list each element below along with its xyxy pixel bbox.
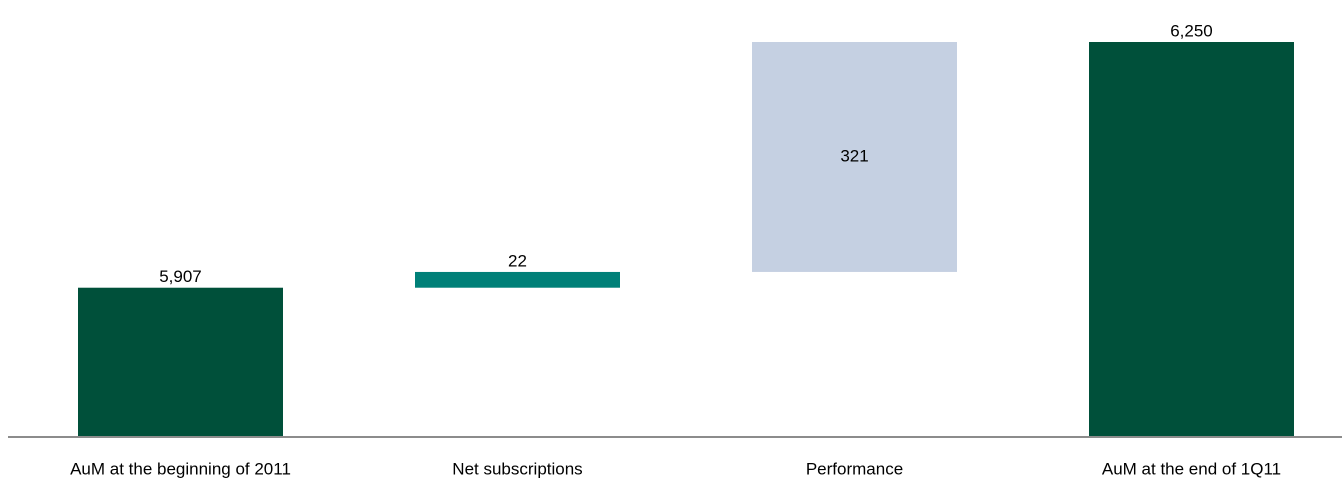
value-label: 5,907 bbox=[159, 267, 202, 286]
x-tick-label: AuM at the beginning of 2011 bbox=[70, 459, 291, 478]
value-label: 321 bbox=[840, 146, 868, 165]
x-tick-label: AuM at the end of 1Q11 bbox=[1102, 459, 1281, 478]
bar bbox=[1089, 42, 1294, 436]
value-label: 6,250 bbox=[1170, 21, 1213, 40]
value-label: 22 bbox=[508, 251, 527, 270]
bar bbox=[752, 42, 957, 272]
x-tick-label: Net subscriptions bbox=[452, 459, 582, 478]
x-tick-label: Performance bbox=[806, 459, 903, 478]
bar bbox=[78, 287, 283, 436]
bar bbox=[415, 271, 620, 288]
